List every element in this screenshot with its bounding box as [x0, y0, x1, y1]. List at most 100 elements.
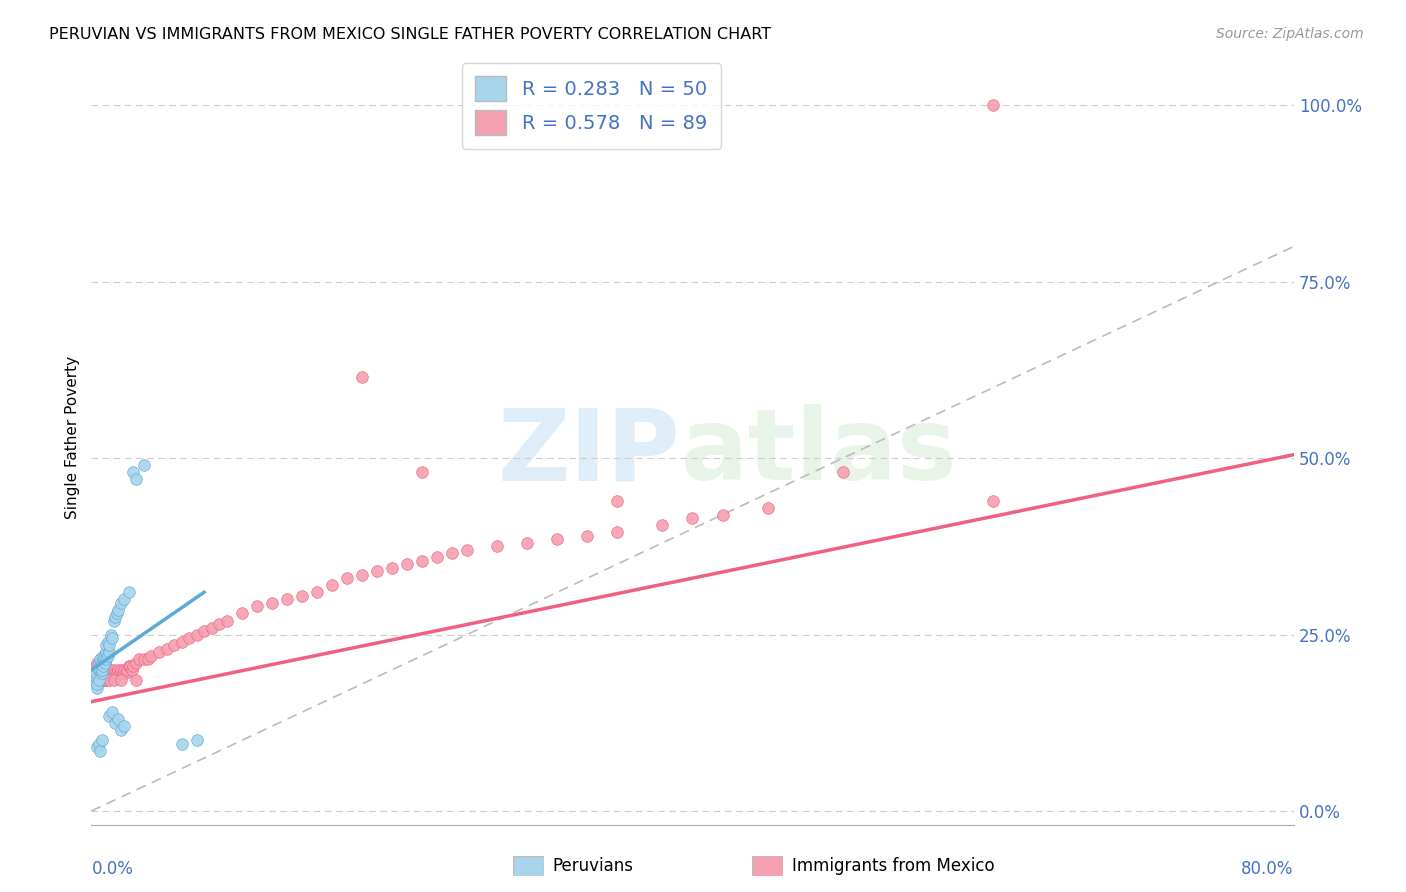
Point [336, 571, 359, 585]
Point [101, 631, 124, 645]
Point [291, 589, 314, 603]
Point [215, 614, 238, 628]
Point [93, 666, 115, 681]
Point [90, 673, 112, 688]
Point [104, 666, 127, 681]
Text: Immigrants from Mexico: Immigrants from Mexico [792, 857, 994, 875]
Point [86, 677, 108, 691]
Point [93, 652, 115, 666]
Point [125, 656, 148, 670]
Point [101, 666, 124, 681]
Point [89, 659, 111, 673]
Point [651, 518, 673, 533]
Point [84, 666, 107, 681]
Point [90, 733, 112, 747]
Point [831, 466, 853, 480]
Point [118, 585, 141, 599]
Point [981, 98, 1004, 112]
Point [260, 596, 283, 610]
Point [87, 656, 110, 670]
Text: 80.0%: 80.0% [1241, 860, 1294, 878]
Point [87, 673, 110, 688]
Point [87, 673, 110, 688]
Point [107, 663, 129, 677]
Text: Source: ZipAtlas.com: Source: ZipAtlas.com [1216, 27, 1364, 41]
Point [138, 652, 160, 666]
Point [86, 681, 108, 695]
Point [201, 621, 224, 635]
Point [132, 458, 155, 473]
Point [111, 666, 134, 681]
Point [89, 744, 111, 758]
Point [606, 525, 628, 540]
Point [110, 663, 132, 677]
Point [756, 500, 779, 515]
Point [101, 705, 124, 719]
Point [350, 370, 373, 384]
Point [132, 652, 155, 666]
Point [96, 673, 118, 688]
Point [94, 666, 117, 681]
Point [177, 631, 200, 645]
Point [93, 663, 115, 677]
Point [93, 673, 115, 688]
Point [87, 663, 110, 677]
Point [118, 659, 141, 673]
Point [96, 638, 118, 652]
Point [350, 567, 373, 582]
Point [125, 673, 148, 688]
Point [440, 546, 463, 561]
Legend: R = 0.283   N = 50, R = 0.578   N = 89: R = 0.283 N = 50, R = 0.578 N = 89 [461, 62, 721, 149]
Point [89, 673, 111, 688]
Point [104, 610, 127, 624]
Point [193, 624, 215, 639]
Point [122, 466, 145, 480]
Point [94, 656, 117, 670]
Point [90, 663, 112, 677]
Point [100, 627, 122, 641]
Point [115, 666, 138, 681]
Point [90, 666, 112, 681]
Point [546, 533, 568, 547]
Point [486, 540, 509, 554]
Point [321, 578, 343, 592]
Point [114, 663, 136, 677]
Point [411, 466, 433, 480]
Point [108, 666, 131, 681]
Point [148, 645, 170, 659]
Point [110, 723, 132, 737]
Point [395, 557, 418, 571]
Text: 0.0%: 0.0% [91, 860, 134, 878]
Point [87, 737, 110, 751]
Point [86, 673, 108, 688]
Point [105, 666, 128, 681]
Point [276, 592, 298, 607]
Point [89, 659, 111, 673]
Point [89, 652, 111, 666]
Point [516, 536, 538, 550]
Point [170, 634, 193, 648]
Point [84, 659, 107, 673]
Point [681, 511, 703, 525]
Point [94, 659, 117, 673]
Point [366, 564, 388, 578]
Text: PERUVIAN VS IMMIGRANTS FROM MEXICO SINGLE FATHER POVERTY CORRELATION CHART: PERUVIAN VS IMMIGRANTS FROM MEXICO SINGL… [49, 27, 772, 42]
Point [86, 656, 108, 670]
Point [208, 617, 231, 632]
Text: atlas: atlas [681, 404, 957, 501]
Point [381, 560, 404, 574]
Point [305, 585, 328, 599]
Text: ZIP: ZIP [498, 404, 681, 501]
Point [155, 641, 177, 656]
Point [711, 508, 734, 522]
Point [606, 493, 628, 508]
Point [98, 638, 121, 652]
Point [107, 712, 129, 726]
Point [117, 663, 139, 677]
Point [90, 659, 112, 673]
Point [121, 663, 143, 677]
Point [104, 715, 127, 730]
Point [90, 666, 112, 681]
Point [114, 719, 136, 733]
Point [110, 673, 132, 688]
